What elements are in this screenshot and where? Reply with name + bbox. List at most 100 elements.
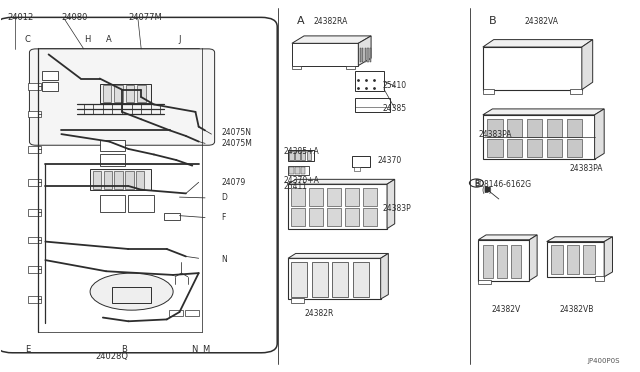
Bar — [309, 188, 323, 206]
Bar — [570, 89, 582, 94]
Bar — [497, 244, 507, 278]
Bar — [100, 84, 151, 103]
Bar — [527, 119, 542, 137]
Text: 24385+A: 24385+A — [284, 147, 319, 156]
Text: 24075M: 24075M — [221, 139, 252, 148]
Bar — [42, 82, 58, 92]
Text: 24383PA: 24383PA — [569, 164, 602, 173]
Polygon shape — [292, 36, 371, 43]
Bar — [507, 139, 522, 157]
Text: A: A — [106, 35, 112, 44]
Bar — [566, 119, 582, 137]
Bar — [289, 167, 294, 174]
Polygon shape — [604, 237, 612, 277]
Text: 24079: 24079 — [221, 178, 245, 187]
Text: E: E — [25, 345, 30, 354]
Bar — [353, 262, 369, 297]
Bar — [115, 85, 123, 102]
Bar — [169, 310, 182, 316]
Bar — [28, 83, 41, 90]
Bar — [354, 167, 360, 171]
Text: 24012: 24012 — [7, 13, 33, 22]
Bar — [360, 48, 361, 62]
Bar — [103, 85, 111, 102]
FancyBboxPatch shape — [0, 17, 277, 353]
Bar — [363, 208, 377, 226]
Text: N: N — [221, 255, 227, 264]
Text: 24382V: 24382V — [491, 305, 520, 314]
Bar — [288, 258, 381, 299]
Bar — [345, 188, 359, 206]
Polygon shape — [483, 109, 604, 115]
FancyBboxPatch shape — [29, 49, 214, 145]
Text: B: B — [474, 179, 479, 187]
Text: B08146-6162G: B08146-6162G — [474, 180, 532, 189]
Text: 24370+A: 24370+A — [284, 176, 319, 185]
Bar — [90, 169, 151, 190]
Text: B: B — [121, 345, 127, 354]
Text: 24080: 24080 — [61, 13, 88, 22]
Bar — [100, 140, 125, 151]
Text: N: N — [191, 345, 197, 354]
Bar — [113, 287, 151, 303]
Bar — [487, 119, 502, 137]
Bar — [288, 184, 387, 229]
Bar — [164, 213, 179, 220]
Text: 24382RA: 24382RA — [314, 17, 348, 26]
Bar — [327, 188, 341, 206]
Bar — [291, 262, 307, 297]
Text: 24075N: 24075N — [221, 128, 251, 137]
Bar — [367, 48, 369, 62]
Bar — [327, 208, 341, 226]
Bar — [483, 89, 494, 94]
Bar — [566, 139, 582, 157]
Bar — [28, 237, 41, 243]
Text: 24383P: 24383P — [383, 205, 412, 214]
Polygon shape — [483, 39, 593, 47]
Bar — [100, 154, 125, 166]
Bar — [345, 208, 359, 226]
Text: 24382VB: 24382VB — [559, 305, 594, 314]
Bar — [551, 244, 563, 274]
Text: 24382R: 24382R — [304, 310, 333, 318]
Bar — [100, 195, 125, 212]
Bar — [365, 48, 366, 62]
Polygon shape — [292, 43, 358, 65]
Bar — [583, 244, 595, 274]
Bar — [527, 139, 542, 157]
Text: A: A — [297, 16, 305, 26]
Bar — [483, 115, 595, 159]
Bar — [125, 171, 134, 189]
Bar — [126, 85, 134, 102]
Polygon shape — [547, 237, 612, 241]
Text: 24077M: 24077M — [129, 13, 162, 22]
Bar — [370, 48, 371, 62]
Bar — [129, 195, 154, 212]
Bar — [104, 171, 112, 189]
Bar — [115, 171, 123, 189]
Text: 24385: 24385 — [383, 104, 406, 113]
Bar — [487, 139, 502, 157]
Bar — [547, 139, 562, 157]
Text: 25410: 25410 — [383, 81, 406, 90]
Bar — [288, 166, 308, 175]
Polygon shape — [387, 179, 395, 229]
Bar — [547, 241, 604, 277]
Text: 24370: 24370 — [378, 155, 402, 164]
Bar — [355, 71, 384, 92]
Bar — [291, 188, 305, 206]
Bar — [288, 150, 314, 161]
Bar — [28, 179, 41, 186]
Text: D: D — [221, 193, 227, 202]
Polygon shape — [582, 39, 593, 90]
Bar — [309, 208, 323, 226]
Polygon shape — [288, 253, 388, 258]
Bar — [291, 208, 305, 226]
Bar — [478, 280, 491, 284]
Bar — [28, 146, 41, 153]
Bar — [352, 156, 370, 167]
Text: 24382VA: 24382VA — [524, 17, 558, 26]
Text: F: F — [221, 213, 225, 222]
Bar — [355, 98, 390, 112]
Text: 25411: 25411 — [284, 182, 308, 191]
